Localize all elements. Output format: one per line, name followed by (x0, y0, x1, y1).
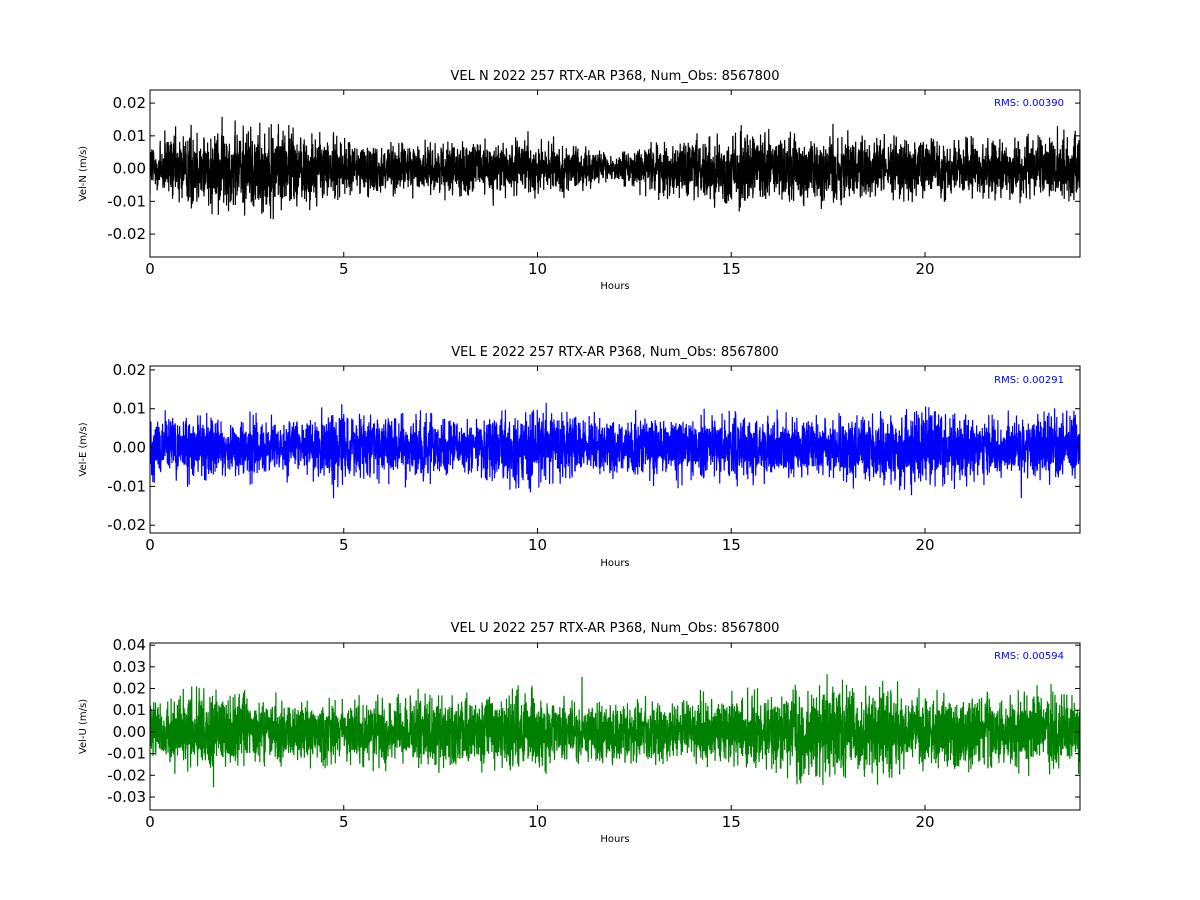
panel-title: VEL E 2022 257 RTX-AR P368, Num_Obs: 856… (451, 345, 778, 360)
x-tick-label: 0 (145, 813, 155, 831)
axes-frame (149, 642, 1081, 811)
axes-frame (149, 89, 1081, 258)
x-tick-label: 15 (722, 260, 741, 278)
rms-label: RMS: 0.00291 (994, 375, 1064, 386)
y-tick-label: -0.01 (107, 192, 146, 210)
x-axis-label: Hours (600, 834, 629, 845)
y-tick-label: -0.02 (107, 225, 146, 243)
y-tick-label: 0.03 (113, 658, 146, 676)
x-tick-label: 20 (915, 813, 934, 831)
x-tick-label: 15 (722, 536, 741, 554)
x-tick-label: 5 (339, 536, 349, 554)
x-tick-label: 0 (145, 260, 155, 278)
y-axis-label: Vel-U (m/s) (78, 699, 89, 754)
series-line (150, 116, 1080, 220)
x-axis-label: Hours (600, 558, 629, 569)
y-tick-label: 0.00 (113, 723, 146, 741)
panel-vel-e: VEL E 2022 257 RTX-AR P368, Num_Obs: 856… (78, 345, 1081, 569)
x-tick-label: 20 (915, 260, 934, 278)
y-tick-label: -0.01 (107, 745, 146, 763)
y-tick-label: 0.02 (113, 680, 146, 698)
y-tick-label: 0.04 (113, 636, 146, 654)
panel-title: VEL N 2022 257 RTX-AR P368, Num_Obs: 856… (451, 69, 780, 84)
y-tick-label: 0.02 (113, 94, 146, 112)
y-tick-label: -0.01 (107, 477, 146, 495)
x-tick-label: 5 (339, 813, 349, 831)
x-tick-label: 15 (722, 813, 741, 831)
y-tick-label: 0.02 (113, 361, 146, 379)
series-trace (150, 402, 1080, 499)
series-line (150, 674, 1080, 788)
y-axis-label: Vel-N (m/s) (78, 146, 89, 201)
axes-frame (149, 365, 1081, 534)
series-line (150, 402, 1080, 499)
series-trace (150, 116, 1080, 220)
panel-vel-n: VEL N 2022 257 RTX-AR P368, Num_Obs: 856… (78, 69, 1081, 292)
x-tick-label: 20 (915, 536, 934, 554)
rms-label: RMS: 0.00390 (994, 98, 1064, 109)
x-tick-label: 10 (528, 260, 547, 278)
y-tick-label: -0.02 (107, 766, 146, 784)
axes: 0 5 10 15 20 -0.03 -0.02 -0.01 0.00 0.01 0.02 0.03 0… (107, 636, 1081, 831)
x-tick-label: 0 (145, 536, 155, 554)
x-tick-label: 10 (528, 536, 547, 554)
y-tick-label: 0.00 (113, 160, 146, 178)
series-trace (150, 674, 1080, 788)
y-tick-label: 0.01 (113, 400, 146, 418)
y-axis-label: Vel-E (m/s) (78, 422, 89, 476)
rms-label: RMS: 0.00594 (994, 651, 1064, 662)
x-tick-label: 10 (528, 813, 547, 831)
x-axis-label: Hours (600, 281, 629, 292)
y-tick-label: 0.00 (113, 439, 146, 457)
y-tick-label: 0.01 (113, 701, 146, 719)
panel-title: VEL U 2022 257 RTX-AR P368, Num_Obs: 856… (451, 621, 780, 636)
panel-vel-u: VEL U 2022 257 RTX-AR P368, Num_Obs: 856… (78, 621, 1081, 845)
y-tick-label: -0.02 (107, 516, 146, 534)
y-tick-label: -0.03 (107, 788, 146, 806)
y-tick-label: 0.01 (113, 127, 146, 145)
x-tick-label: 5 (339, 260, 349, 278)
axes: 0 5 10 15 20 -0.02 -0.01 0.00 0.01 0.02 (107, 89, 1081, 278)
axes: 0 5 10 15 20 -0.02 -0.01 0.00 0.01 0.02 (107, 361, 1081, 554)
